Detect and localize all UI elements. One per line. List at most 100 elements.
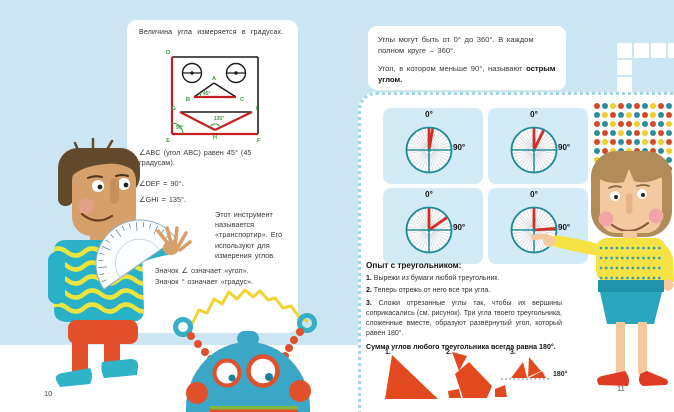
angle-circle-3 (405, 206, 453, 254)
text-angle-def: ∠DEF = 90°. (139, 179, 184, 188)
polka-dot (618, 139, 625, 146)
left-card-title: Величина угла измеряется в градусах. (139, 29, 284, 36)
experiment-step-3: 3. Сложи отрезанные углы так, чтобы их в… (366, 299, 562, 339)
label-E: E (166, 138, 170, 144)
polka-dot (602, 139, 609, 146)
polka-dot (626, 139, 633, 146)
girl-nose (626, 193, 633, 214)
intro-box: Углы могут быть от 0° до 360°. В каждом … (368, 26, 566, 90)
step-number: 1. (366, 275, 372, 282)
ninety-label: 90° (558, 143, 571, 152)
robot-illustration (173, 288, 317, 412)
boy-hair-tufts (73, 137, 114, 152)
label-D: D (166, 50, 170, 56)
polka-dot (602, 130, 609, 137)
polka-dot (642, 130, 649, 137)
boy-shoe (55, 368, 92, 387)
polka-dot (634, 139, 641, 146)
girl-neck (623, 231, 637, 240)
experiment-step-1: 1. Вырежи из бумаги любой треугольник. (366, 274, 562, 284)
right-page-number: 11 (617, 384, 625, 393)
girl-leg (638, 322, 647, 374)
polka-dot (634, 121, 641, 128)
polka-dot (642, 112, 649, 119)
angle-arm (532, 129, 545, 152)
polka-dot (666, 103, 673, 110)
girl-shoe (597, 371, 629, 386)
girl-waistband (598, 280, 664, 292)
label-G: G (171, 106, 176, 112)
zero-label: 0° (425, 110, 433, 119)
mouth-shape (179, 111, 253, 131)
intro-line2: Угол, в котором меньше 90°, называют ост… (378, 63, 556, 86)
label-C: C (240, 97, 245, 103)
label-90deg: 90° (176, 125, 184, 131)
angle-circle-1 (405, 126, 453, 174)
polka-dot (618, 130, 625, 137)
boy-cheek (78, 198, 94, 214)
experiment-step-2: 2. Теперь отрежь от него все три угла. (366, 286, 562, 296)
girl-cheek (598, 211, 614, 227)
zero-label: 0° (530, 110, 538, 119)
figure-label-1: 1. (385, 349, 391, 356)
boy-smile (80, 212, 114, 222)
polka-dot (610, 103, 617, 110)
girl-pointing-sleeve (552, 235, 599, 256)
label-I: I (256, 106, 258, 112)
angle-arm (427, 216, 449, 232)
boy-left-arm (48, 252, 65, 304)
girl-shoe (639, 371, 668, 386)
polka-dot (610, 121, 617, 128)
girl-pointing-hand (531, 233, 555, 247)
girl-cheek (648, 208, 664, 224)
label-A: A (212, 76, 217, 82)
girl-fringe (600, 165, 662, 183)
robot-body-strip (210, 409, 298, 412)
polka-dot (610, 112, 617, 119)
decor-square (617, 60, 632, 75)
polka-dot (642, 121, 649, 128)
boy-fringe (71, 149, 136, 176)
text-symbol-angle: Значок ∠ означает «угол». (155, 266, 249, 275)
polka-dot (610, 148, 617, 155)
step-text: Сложи отрезанные углы так, чтобы их верш… (366, 299, 563, 337)
polka-dot (602, 112, 609, 119)
experiment-conclusion: Сумма углов любого треугольника всегда р… (366, 342, 556, 351)
polka-dot (594, 148, 601, 155)
experiment-block: Опыт с треугольником: 1. Вырежи из бумаг… (366, 261, 562, 351)
polka-dot (626, 121, 633, 128)
step-number: 3. (366, 299, 372, 307)
angle-arm (532, 227, 557, 232)
left-card: Величина угла измеряется в градусах. (127, 20, 298, 333)
polka-dot (658, 121, 665, 128)
polka-dot (618, 103, 625, 110)
polka-dot (634, 103, 641, 110)
polka-dot (658, 139, 665, 146)
polka-dot (658, 130, 665, 137)
ninety-label: 90° (453, 223, 466, 232)
polka-dot (650, 130, 657, 137)
polka-dot (658, 103, 665, 110)
polka-dot (650, 148, 657, 155)
label-45deg: 45° (203, 91, 211, 97)
polka-dot (650, 139, 657, 146)
intro-line2-bold: острым углом. (378, 63, 556, 85)
corner-arc (171, 122, 184, 135)
robot-cheek (289, 380, 311, 402)
polka-dot (658, 112, 665, 119)
polka-dot (626, 130, 633, 137)
polka-dot (666, 139, 673, 146)
polka-dot (594, 121, 601, 128)
girl-sweater (596, 238, 666, 282)
girl-sweater-dots (599, 246, 663, 280)
antenna-ring (297, 313, 317, 333)
triangle-figures (385, 352, 551, 399)
label-B: B (186, 97, 190, 103)
girl-eyes (610, 189, 647, 201)
polka-dot (666, 112, 673, 119)
text-symbol-degree: Значок ° означает «градус». (155, 277, 254, 286)
boy-illustration (48, 137, 192, 387)
polka-dot (650, 121, 657, 128)
girl-skirt (600, 292, 662, 324)
